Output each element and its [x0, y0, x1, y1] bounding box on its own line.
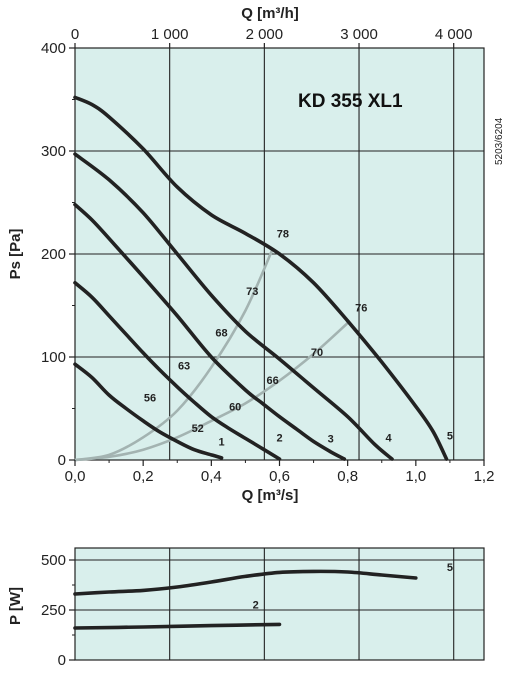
efficiency-label: 63: [178, 360, 190, 372]
efficiency-label: 70: [311, 347, 323, 359]
pressure-curves: [73, 95, 449, 461]
x-tick-label: 0,6: [269, 468, 290, 485]
efficiency-label: 60: [229, 402, 241, 414]
main-chart: KD 355 XL1 5203/6204 Q [m³/h] Q [m³/s] P…: [7, 5, 505, 504]
efficiency-labels: 56 52 63 60 68 66 73 70 78 76: [144, 229, 368, 436]
efficiency-label: 66: [267, 375, 279, 387]
y-tick-label: 200: [41, 246, 66, 263]
power-y-tick-labels: 0 250 500: [41, 552, 66, 669]
power-y-axis-title: P [W]: [7, 587, 24, 625]
y-tick-label: 100: [41, 349, 66, 366]
doc-code: 5203/6204: [494, 117, 505, 165]
power-y-tick-label: 250: [41, 602, 66, 619]
efficiency-label: 68: [215, 327, 227, 339]
pressure-curve-3: [73, 202, 347, 461]
curve-number-label: 5: [447, 430, 453, 442]
x-tick-label: 0,2: [133, 468, 154, 485]
efficiency-label: 52: [192, 423, 204, 435]
power-curve-number-label: 5: [447, 562, 453, 574]
efficiency-label: 76: [355, 303, 367, 315]
curve-number-label: 2: [276, 432, 282, 444]
efficiency-label: 56: [144, 392, 156, 404]
curve-number-labels: 1 2 3 4 5: [218, 430, 452, 448]
x-tick-label: 0,0: [65, 468, 86, 485]
y-tick-label: 400: [41, 40, 66, 57]
pressure-curve-1: [73, 362, 224, 460]
curve-number-label: 3: [328, 433, 334, 445]
power-tick-marks: [69, 559, 75, 661]
x-tick-label: 0,4: [201, 468, 222, 485]
efficiency-curve: [73, 247, 274, 462]
power-y-tick-label: 0: [58, 652, 66, 669]
x2-tick-label: 2 000: [246, 26, 284, 43]
x-tick-label: 1,0: [405, 468, 426, 485]
pressure-curve-2: [73, 281, 282, 461]
x2-tick-label: 1 000: [151, 26, 189, 43]
chart-title: KD 355 XL1: [298, 91, 403, 112]
power-curve-2: [73, 622, 282, 630]
power-grid: [75, 548, 484, 660]
y-tick-labels: 0 100 200 300 400: [41, 40, 66, 469]
efficiency-label: 73: [246, 286, 258, 298]
efficiency-label: 78: [277, 229, 289, 241]
power-curves: [73, 569, 418, 630]
x2-tick-label: 4 000: [435, 26, 473, 43]
power-curve-number-label: 2: [253, 599, 259, 611]
main-tick-marks: [69, 43, 485, 466]
power-plot-area: [74, 547, 485, 661]
y-tick-label: 0: [58, 452, 66, 469]
efficiency-curves: [73, 247, 349, 462]
x2-axis-title: Q [m³/h]: [241, 5, 299, 22]
pressure-curve-4: [73, 152, 394, 461]
x2-tick-label: 0: [71, 26, 79, 43]
pressure-curve-5: [73, 95, 449, 461]
efficiency-curve: [73, 321, 349, 462]
x-axis-title: Q [m³/s]: [242, 487, 299, 504]
curve-number-label: 4: [386, 432, 393, 444]
y-axis-title: Ps [Pa]: [7, 229, 24, 280]
y-tick-label: 300: [41, 143, 66, 160]
x-tick-labels: 0,0 0,2 0,4 0,6 0,8 1,0 1,2: [65, 468, 495, 485]
x-tick-label: 1,2: [474, 468, 495, 485]
curve-number-label: 1: [218, 437, 224, 449]
power-curve-number-labels: 52: [253, 562, 453, 611]
power-y-tick-label: 500: [41, 552, 66, 569]
x-tick-label: 0,8: [337, 468, 358, 485]
x2-tick-label: 3 000: [340, 26, 378, 43]
x2-tick-labels: 0 1 000 2 000 3 000 4 000: [71, 26, 473, 43]
power-curve-5: [73, 569, 418, 596]
